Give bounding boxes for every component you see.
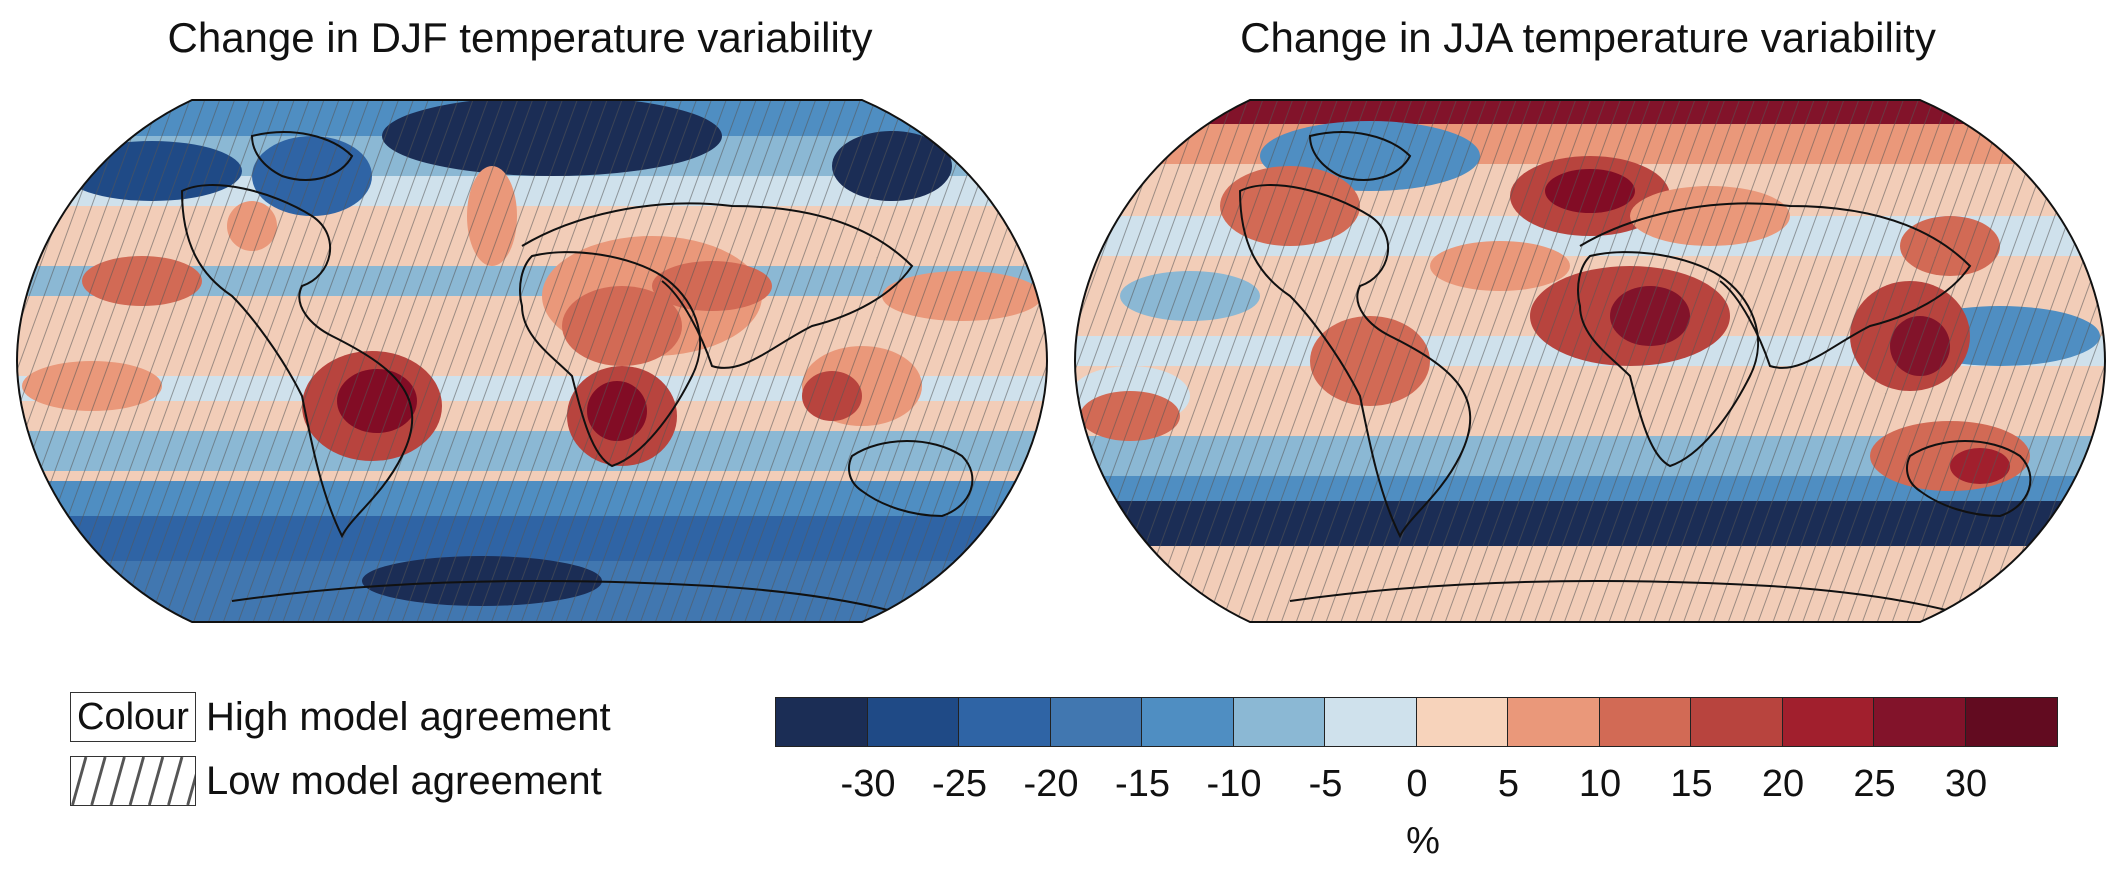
colorbar-cell [1416, 698, 1508, 746]
colorbar-tick-label: 15 [1670, 763, 1713, 805]
colorbar-tick-label: -20 [1023, 763, 1079, 805]
jja-map [1073, 99, 2107, 623]
colorbar-cell [776, 698, 868, 746]
colorbar-cell [1874, 698, 1966, 746]
colorbar-tick-label: 0 [1406, 763, 1428, 805]
colorbar-tick-label: -5 [1308, 763, 1343, 805]
colorbar-cell [1325, 698, 1417, 746]
colorbar-cell [1508, 698, 1600, 746]
colorbar-tick-label: 25 [1853, 763, 1896, 805]
colorbar-cell [1233, 698, 1325, 746]
colorbar-cell [1142, 698, 1234, 746]
colorbar-unit: % [1406, 820, 1440, 862]
colorbar-tick-label: 20 [1761, 763, 1805, 805]
colorbar-cell [1965, 698, 2057, 746]
jja-map-title: Change in JJA temperature variability [1240, 14, 1936, 61]
legend-high-agreement: Colour High model agreement [70, 692, 611, 742]
colorbar-tick-label: 30 [1944, 763, 1988, 805]
colorbar-cell [1691, 698, 1783, 746]
colorbar-cell [959, 698, 1051, 746]
legend-high-agreement-label: High model agreement [206, 694, 611, 739]
colorbar-tick-label: -30 [840, 763, 896, 805]
colour-swatch: Colour [70, 692, 196, 742]
colorbar-cell [1782, 698, 1874, 746]
colorbar [775, 697, 2058, 747]
djf-map [15, 99, 1049, 623]
colorbar-tick-label: -10 [1206, 763, 1262, 805]
legend-low-agreement-label: Low model agreement [206, 758, 602, 803]
colorbar-tick-label: -15 [1115, 763, 1170, 805]
colorbar-tick-label: 10 [1578, 763, 1622, 805]
colorbar-cell [867, 698, 959, 746]
djf-map-title: Change in DJF temperature variability [167, 14, 873, 61]
colorbar-tick-label: -25 [932, 763, 987, 805]
colorbar-cell [1050, 698, 1142, 746]
colorbar-tick-label: 5 [1497, 763, 1520, 805]
colorbar-cell [1599, 698, 1691, 746]
legend-low-agreement: Low model agreement [70, 756, 602, 806]
hatch-swatch [70, 756, 196, 806]
